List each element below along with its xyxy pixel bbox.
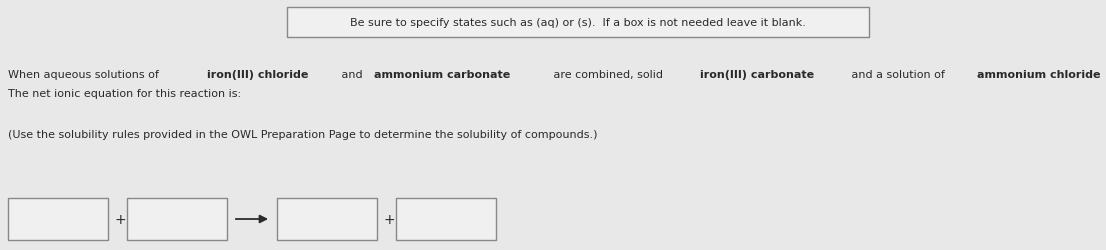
Text: When aqueous solutions of: When aqueous solutions of — [8, 70, 163, 80]
Text: +: + — [114, 212, 126, 226]
Text: +: + — [383, 212, 395, 226]
Text: Be sure to specify states such as (aq) or (s).  If a box is not needed leave it : Be sure to specify states such as (aq) o… — [351, 18, 806, 28]
Bar — [276, 198, 377, 240]
Bar — [8, 198, 108, 240]
Text: iron(III) carbonate: iron(III) carbonate — [700, 70, 814, 80]
Text: The net ionic equation for this reaction is:: The net ionic equation for this reaction… — [8, 89, 241, 99]
Text: ammonium carbonate: ammonium carbonate — [374, 70, 511, 80]
Text: (Use the solubility rules provided in the OWL Preparation Page to determine the : (Use the solubility rules provided in th… — [8, 130, 597, 140]
Text: iron(III) chloride: iron(III) chloride — [207, 70, 309, 80]
Text: and: and — [338, 70, 366, 80]
Text: are combined, solid: are combined, solid — [550, 70, 667, 80]
Bar — [286, 8, 869, 38]
Bar — [396, 198, 495, 240]
Bar — [127, 198, 227, 240]
Text: and a solution of: and a solution of — [847, 70, 948, 80]
Text: ammonium chloride: ammonium chloride — [978, 70, 1100, 80]
